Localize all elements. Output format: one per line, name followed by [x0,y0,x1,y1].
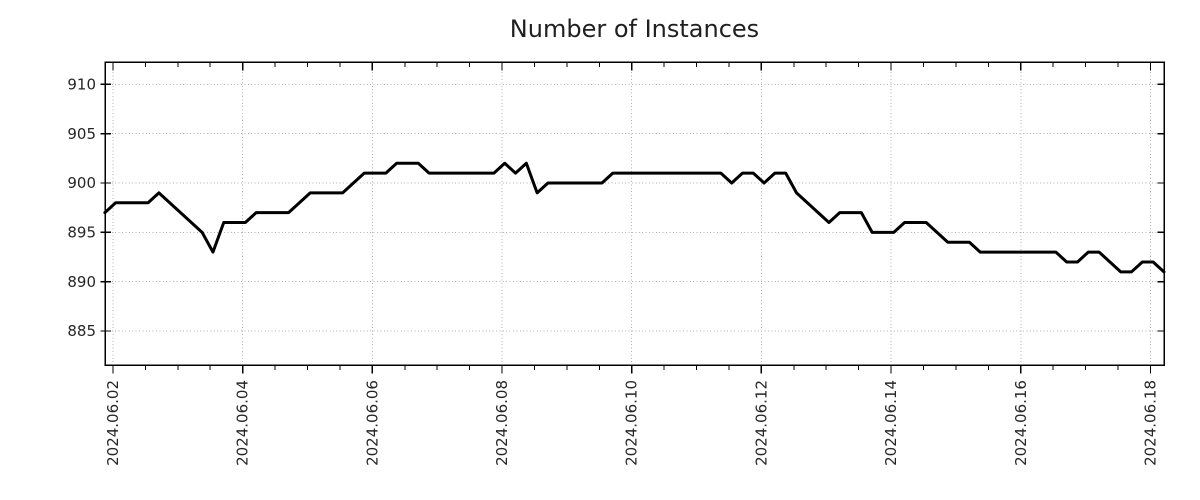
x-tick-label: 2024.06.02 [104,380,122,466]
series-line [103,161,1166,274]
y-tick-label: 890 [67,273,96,291]
x-tick-label: 2024.06.12 [752,380,770,466]
y-tick-label: 910 [67,76,96,94]
x-tick-label: 2024.06.16 [1012,380,1030,466]
x-tick-label: 2024.06.14 [882,380,900,466]
x-tick-label: 2024.06.06 [363,380,381,466]
y-tick-label: 905 [67,125,96,143]
y-tick-label: 895 [67,224,96,242]
y-tick-label: 885 [67,322,96,340]
x-tick-label: 2024.06.18 [1141,380,1159,466]
x-tick-label: 2024.06.08 [493,380,511,466]
chart-title: Number of Instances [509,15,760,43]
x-tick-label: 2024.06.04 [234,380,252,466]
y-tick-label: 900 [67,174,96,192]
x-tick-label: 2024.06.10 [623,380,641,466]
